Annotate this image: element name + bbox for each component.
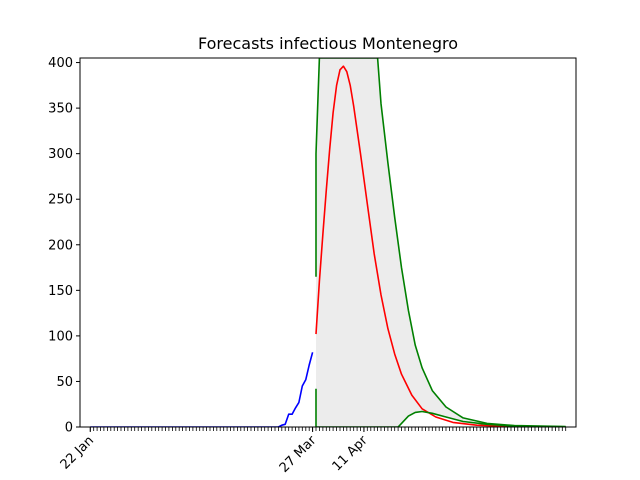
y-tick-label: 300 (48, 147, 73, 162)
y-tick-label: 200 (48, 238, 73, 253)
series-layer (90, 58, 566, 427)
x-tick-label: 22 Jan (58, 433, 97, 472)
confidence-band-layer (316, 58, 566, 427)
y-tick-label: 350 (48, 102, 73, 117)
lower-series-line (315, 388, 566, 427)
x-minor-ticks (89, 427, 567, 431)
observed-series-line (90, 352, 314, 427)
y-tick-label: 150 (48, 284, 73, 299)
y-tick-label: 250 (48, 193, 73, 208)
x-axis-labels: 22 Jan 27 Mar 11 Apr (58, 427, 372, 476)
x-tick-label: 11 Apr (330, 433, 372, 475)
forecast-series-line (315, 65, 566, 427)
plot-frame (79, 57, 577, 428)
chart-title: Forecasts infectious Montenegro (198, 34, 458, 53)
y-tick-label: 0 (65, 421, 73, 436)
upper-series-line (315, 58, 566, 427)
x-tick-label: 27 Mar (277, 433, 320, 476)
y-tick-label: 400 (48, 56, 73, 71)
y-axis-ticks: 0 50 100 150 200 250 300 350 400 (48, 56, 80, 436)
y-tick-label: 50 (56, 375, 73, 390)
confidence-band (316, 58, 566, 427)
y-tick-label: 100 (48, 329, 73, 344)
